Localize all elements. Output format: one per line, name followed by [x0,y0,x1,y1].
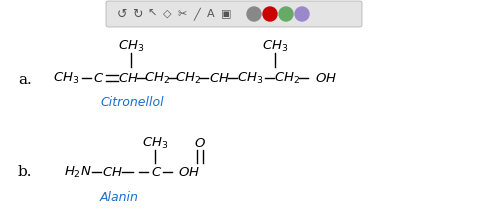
Text: $O$: $O$ [194,136,206,150]
Text: Alanin: Alanin [100,190,139,203]
Text: $CH_3$: $CH_3$ [262,38,288,54]
Text: $C$: $C$ [151,165,163,178]
Text: ✂: ✂ [177,9,187,19]
Text: ▣: ▣ [221,9,231,19]
Text: $C$: $C$ [94,71,105,84]
Text: $CH$: $CH$ [118,71,138,84]
Circle shape [247,7,261,21]
Text: $CH_3$: $CH_3$ [237,70,263,85]
Text: $CH_3$: $CH_3$ [53,70,79,85]
Text: ↺: ↺ [117,8,127,21]
Text: Citronellol: Citronellol [100,96,164,109]
Text: $CH_2$: $CH_2$ [144,70,170,85]
Text: b.: b. [18,165,33,179]
Text: $CH$: $CH$ [102,165,122,178]
Text: $CH$: $CH$ [209,71,229,84]
Text: $H_2N$: $H_2N$ [64,164,92,180]
Circle shape [279,7,293,21]
Circle shape [263,7,277,21]
Text: $CH_3$: $CH_3$ [118,38,144,54]
Text: $CH_3$: $CH_3$ [142,135,168,151]
Text: a.: a. [18,73,32,87]
Text: ↻: ↻ [132,8,142,21]
Text: A: A [207,9,215,19]
FancyBboxPatch shape [106,1,362,27]
Text: $OH$: $OH$ [178,165,200,178]
Text: $CH_2$: $CH_2$ [175,70,201,85]
Circle shape [295,7,309,21]
Text: $CH_2$: $CH_2$ [274,70,300,85]
Text: ↖: ↖ [147,9,156,19]
Text: $OH$: $OH$ [315,71,337,84]
Text: ◇: ◇ [163,9,171,19]
Text: ╱: ╱ [193,8,200,20]
